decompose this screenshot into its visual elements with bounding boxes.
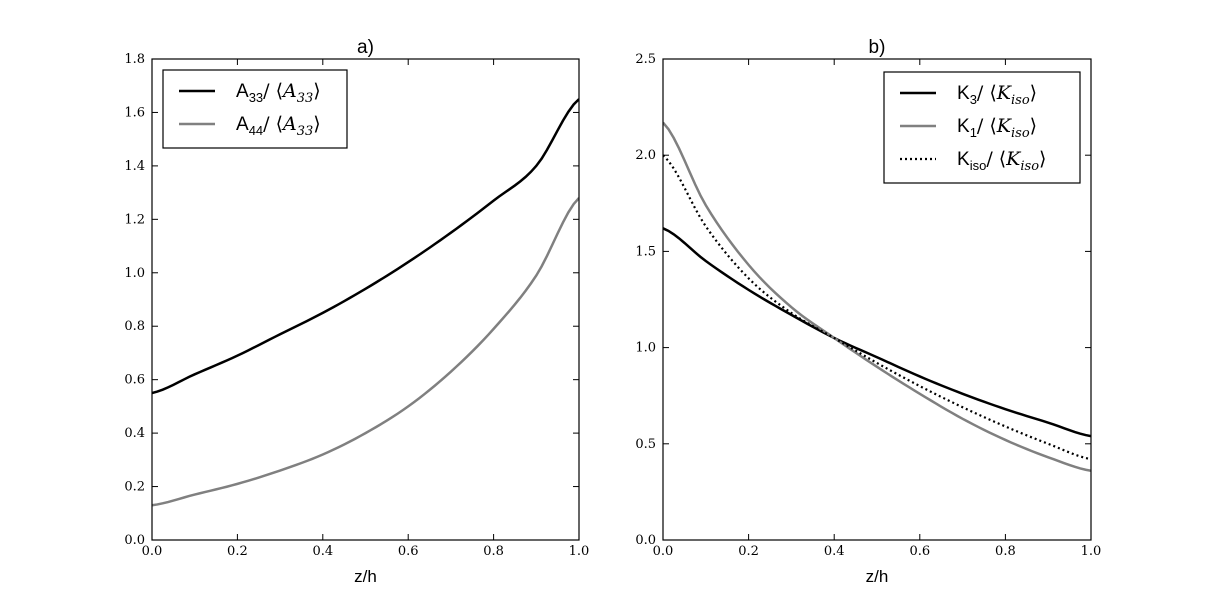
y-tick-label: 0.8 — [124, 319, 145, 334]
legend-label: Kiso/ ⟨Kiso⟩ — [957, 148, 1046, 174]
y-tick-label: 1.0 — [635, 341, 656, 356]
x-tick-label: 0.0 — [142, 544, 163, 559]
x-tick-label: 0.8 — [483, 544, 504, 559]
y-tick-label: 1.5 — [635, 244, 656, 259]
x-tick-label: 0.0 — [653, 544, 674, 559]
x-tick-label: 0.4 — [824, 544, 845, 559]
x-tick-label: 0.8 — [995, 544, 1016, 559]
legend-label: K1/ ⟨Kiso⟩ — [957, 115, 1037, 141]
x-axis-label: z/h — [866, 567, 889, 586]
series-line-2 — [152, 197, 579, 507]
legend-box — [162, 69, 348, 149]
chart-title: a) — [357, 37, 374, 58]
x-tick-label: 0.6 — [398, 544, 419, 559]
chart-panel-b: b) 0.0 0.2 0.4 0.6 0.8 1.0 0.0 0.5 1.0 1.5 2.0 2.5 z/… — [635, 37, 1101, 586]
series-line-1 — [663, 227, 1091, 438]
legend: A33/ ⟨A33⟩ A44/ ⟨A33⟩ — [162, 69, 348, 149]
x-tick-label: 1.0 — [569, 544, 590, 559]
series-line-2 — [663, 121, 1091, 472]
series-line-1 — [152, 98, 579, 395]
y-tick-label: 1.4 — [124, 159, 145, 174]
y-tick-label: 1.8 — [124, 52, 145, 67]
legend: K3/ ⟨Kiso⟩ K1/ ⟨Kiso⟩ Kiso/ ⟨Kiso⟩ — [883, 71, 1081, 184]
legend-label: A33/ ⟨A33⟩ — [236, 80, 321, 106]
y-tick-label: 0.0 — [635, 533, 656, 548]
x-tick-label: 0.2 — [227, 544, 248, 559]
y-tick-label: 0.0 — [124, 533, 145, 548]
plot-frame — [662, 58, 1092, 541]
legend-label: A44/ ⟨A33⟩ — [236, 113, 321, 139]
y-tick-label: 0.6 — [124, 373, 145, 388]
x-axis-label: z/h — [354, 567, 377, 586]
legend-label: K3/ ⟨Kiso⟩ — [957, 82, 1037, 108]
y-tick-label: 1.6 — [124, 105, 145, 120]
chart-title: b) — [869, 37, 886, 58]
series-line-3 — [663, 154, 1091, 461]
y-tick-label: 1.2 — [124, 212, 145, 227]
x-tick-label: 1.0 — [1081, 544, 1102, 559]
plot-frame — [151, 58, 580, 541]
x-tick-label: 0.6 — [909, 544, 930, 559]
y-tick-label: 2.0 — [635, 148, 656, 163]
legend-box — [883, 71, 1081, 184]
y-tick-label: 2.5 — [635, 52, 656, 67]
x-tick-label: 0.4 — [312, 544, 333, 559]
y-tick-label: 0.5 — [635, 437, 656, 452]
x-tick-label: 0.2 — [738, 544, 759, 559]
y-tick-label: 1.0 — [124, 266, 145, 281]
y-tick-label: 0.2 — [124, 480, 145, 495]
y-tick-label: 0.4 — [124, 426, 145, 441]
chart-panel-a: a) 0.0 0.2 0.4 0.6 0.8 1.0 0.0 0.2 0.4 0.6 0.8 1.0 1.… — [124, 37, 589, 586]
